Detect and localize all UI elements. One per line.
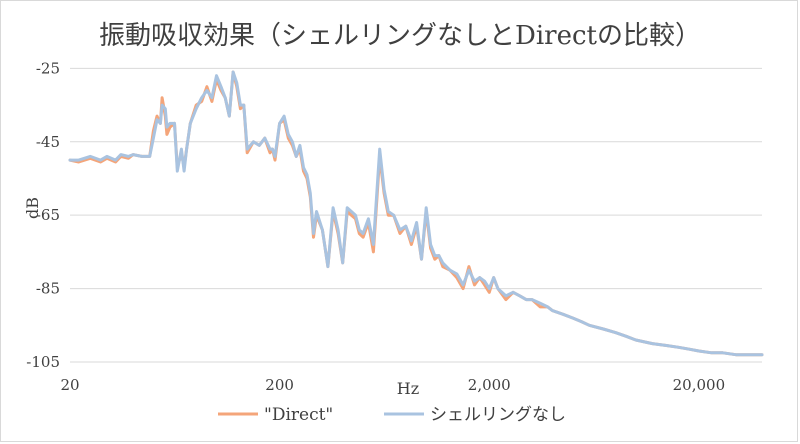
y-tick-label: -45 — [36, 133, 60, 151]
legend: "Direct" シェルリングなし — [218, 405, 566, 425]
y-tick-label: -65 — [36, 206, 60, 224]
x-tick-label: 20,000 — [673, 376, 726, 394]
x-tick-label: 20 — [60, 376, 79, 394]
y-tick-label: -105 — [26, 353, 60, 371]
chart-title: 振動吸収効果（シェルリングなしとDirectの比較） — [99, 21, 701, 51]
legend-label: "Direct" — [264, 405, 333, 425]
x-tick-label: 200 — [265, 376, 294, 394]
series-lines — [68, 70, 764, 357]
y-axis-ticks: -25 -45 -65 -85 -105 — [26, 59, 60, 371]
x-axis-title: Hz — [397, 379, 419, 398]
y-tick-label: -25 — [36, 59, 60, 77]
y-tick-label: -85 — [36, 280, 60, 298]
x-axis-ticks: 20 200 2,000 20,000 — [60, 376, 725, 394]
series-line-2 — [68, 70, 764, 357]
series-line-1 — [68, 70, 764, 357]
gridlines — [70, 67, 762, 363]
y-axis-title: dB — [23, 197, 42, 219]
x-tick-label: 2,000 — [468, 376, 511, 394]
legend-label: シェルリングなし — [430, 405, 566, 425]
